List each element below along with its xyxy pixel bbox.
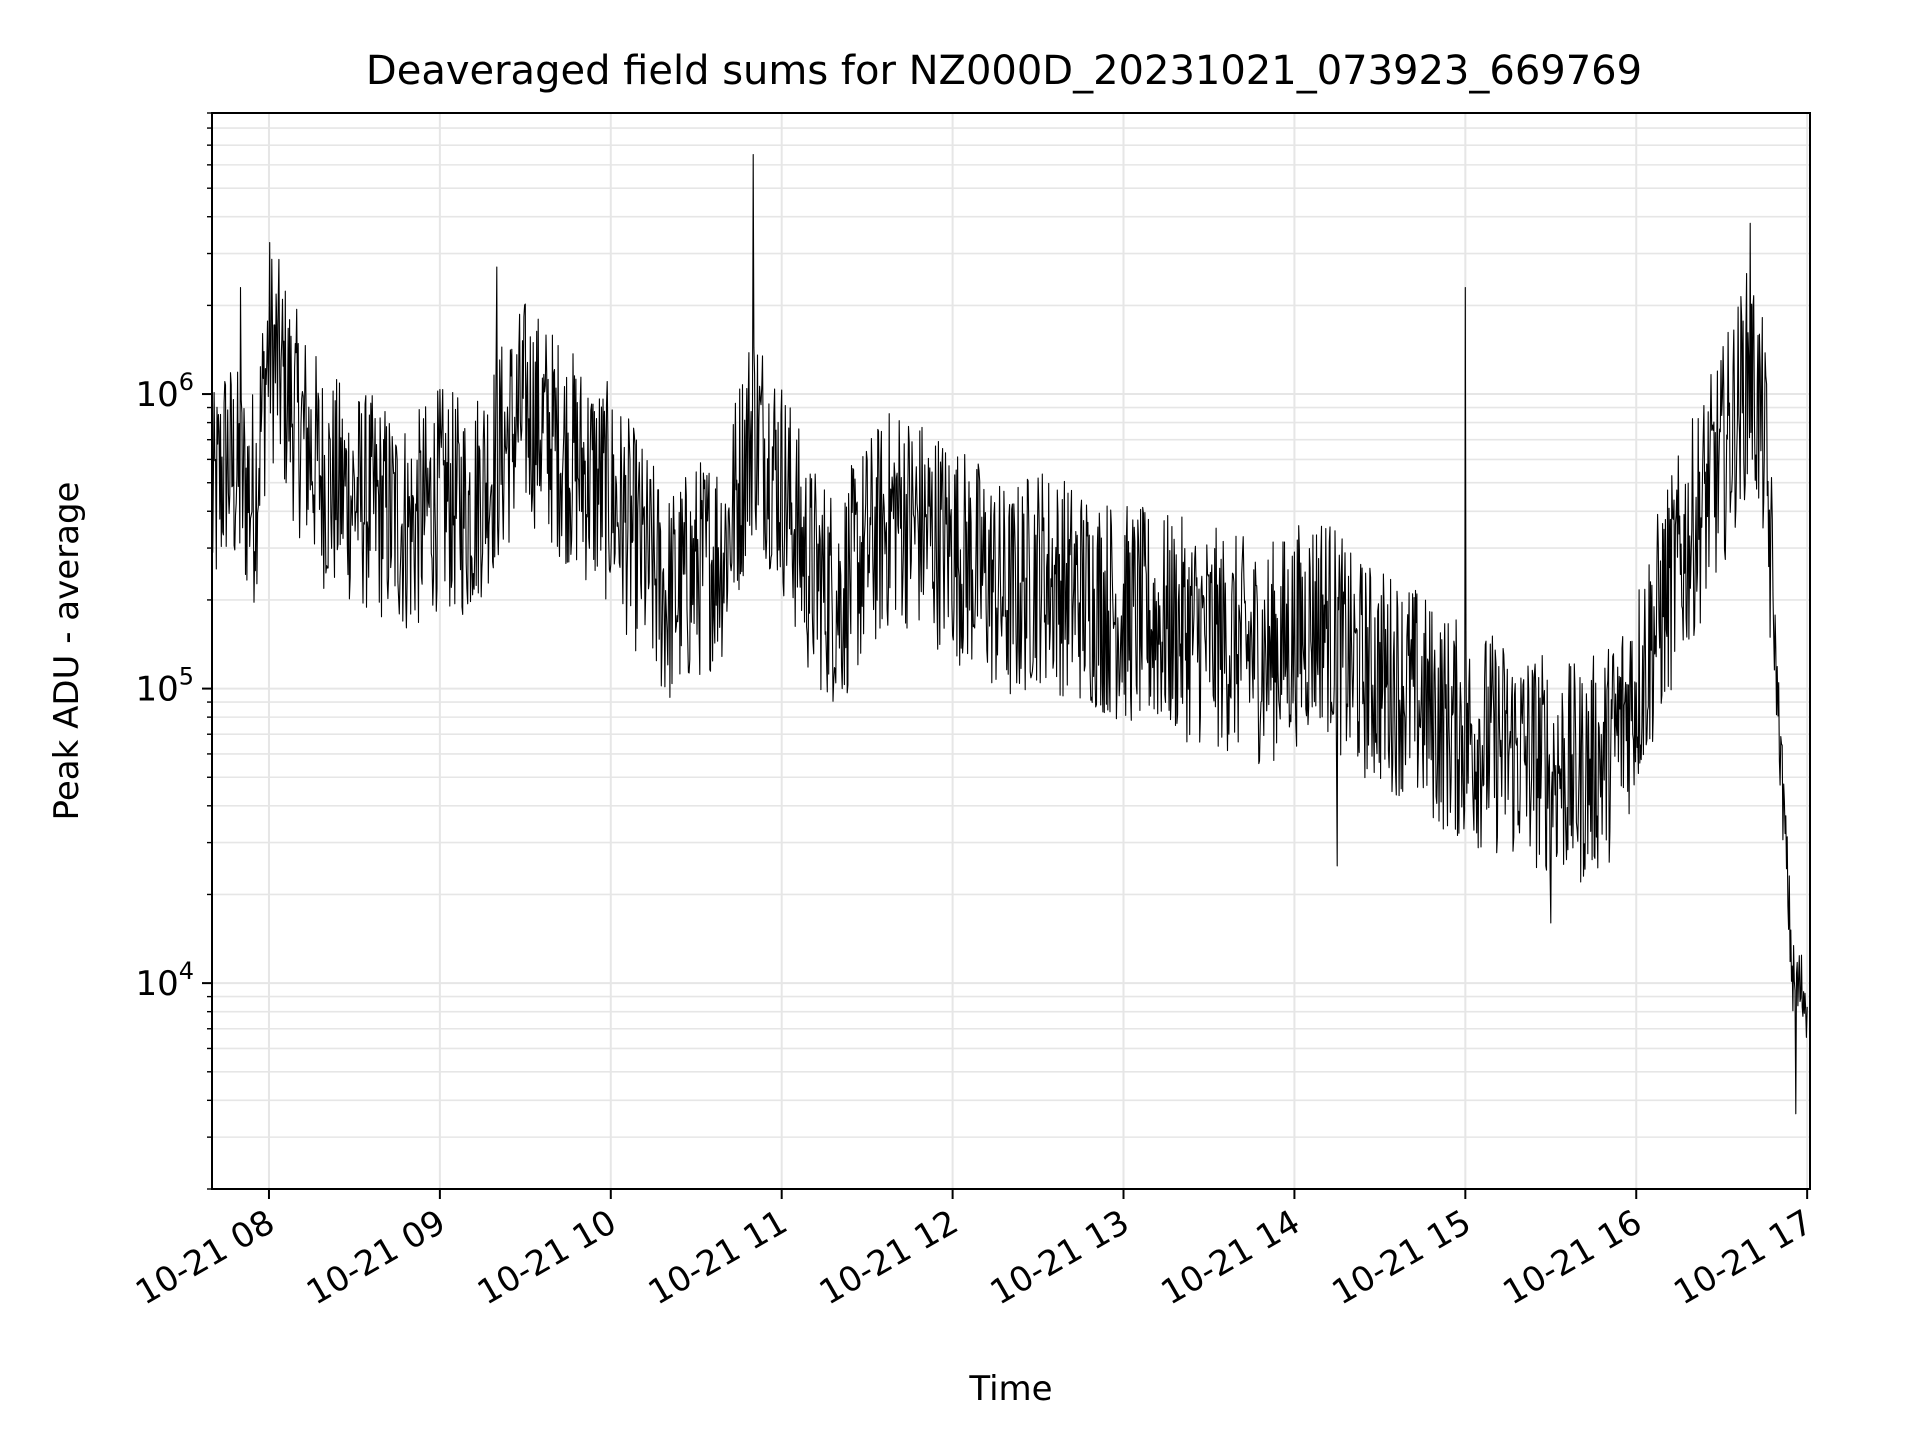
- y-tick-label: 106: [135, 368, 194, 415]
- y-tick-label: 105: [135, 663, 194, 710]
- y-axis: 104 105 106: [135, 112, 212, 1190]
- x-axis-label: Time: [968, 1369, 1052, 1409]
- chart-title: Deaveraged field sums for NZ000D_2023102…: [366, 48, 1642, 94]
- plot-frame: [211, 112, 1811, 1190]
- y-axis-label: Peak ADU - average: [47, 482, 87, 821]
- y-tick-label: 104: [135, 957, 194, 1004]
- series-line: [211, 154, 1808, 1115]
